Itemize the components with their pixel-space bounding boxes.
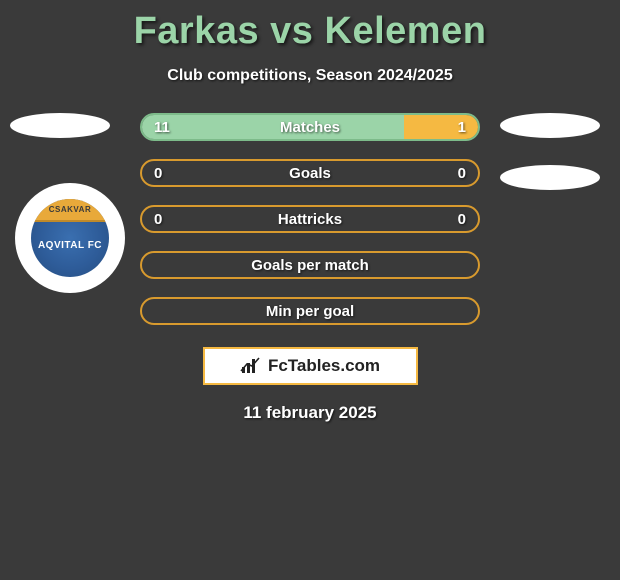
content-area: CSAKVAR AQVITAL FC 11Matches10Goals00Hat… xyxy=(0,113,620,423)
player-right-club-placeholder xyxy=(500,165,600,190)
stat-label: Matches xyxy=(184,119,436,136)
stat-value-left: 0 xyxy=(154,211,184,228)
comparison-title: Farkas vs Kelemen xyxy=(0,0,620,53)
stat-label: Min per goal xyxy=(184,303,436,320)
player-left-photo-placeholder xyxy=(10,113,110,138)
stat-label: Goals per match xyxy=(184,257,436,274)
stat-bar: 0Hattricks0 xyxy=(140,205,480,233)
date-label: 11 february 2025 xyxy=(0,403,620,423)
club-badge-top-text: CSAKVAR xyxy=(49,205,91,214)
stat-bar: 11Matches1 xyxy=(140,113,480,141)
player-right-name: Kelemen xyxy=(325,10,487,52)
stat-label: Hattricks xyxy=(184,211,436,228)
club-badge-inner: CSAKVAR AQVITAL FC xyxy=(31,199,109,277)
stat-bars: 11Matches10Goals00Hattricks0Goals per ma… xyxy=(140,113,480,325)
stat-value-left: 0 xyxy=(154,165,184,182)
club-badge-top: CSAKVAR xyxy=(31,199,109,222)
stat-bar: 0Goals0 xyxy=(140,159,480,187)
bar-chart-icon xyxy=(240,357,262,375)
stat-bar: Min per goal xyxy=(140,297,480,325)
player-left-name: Farkas xyxy=(134,10,260,52)
stat-value-right: 1 xyxy=(436,119,466,136)
brand-box: FcTables.com xyxy=(203,347,418,385)
player-right-photo-placeholder xyxy=(500,113,600,138)
player-left-club-badge: CSAKVAR AQVITAL FC xyxy=(15,183,125,293)
stat-value-right: 0 xyxy=(436,211,466,228)
stat-value-right: 0 xyxy=(436,165,466,182)
brand-text: FcTables.com xyxy=(268,356,380,376)
stat-bar: Goals per match xyxy=(140,251,480,279)
stat-label: Goals xyxy=(184,165,436,182)
subtitle: Club competitions, Season 2024/2025 xyxy=(0,67,620,85)
club-badge-main-text: AQVITAL FC xyxy=(38,240,102,251)
vs-separator: vs xyxy=(270,10,313,52)
stat-value-left: 11 xyxy=(154,119,184,136)
